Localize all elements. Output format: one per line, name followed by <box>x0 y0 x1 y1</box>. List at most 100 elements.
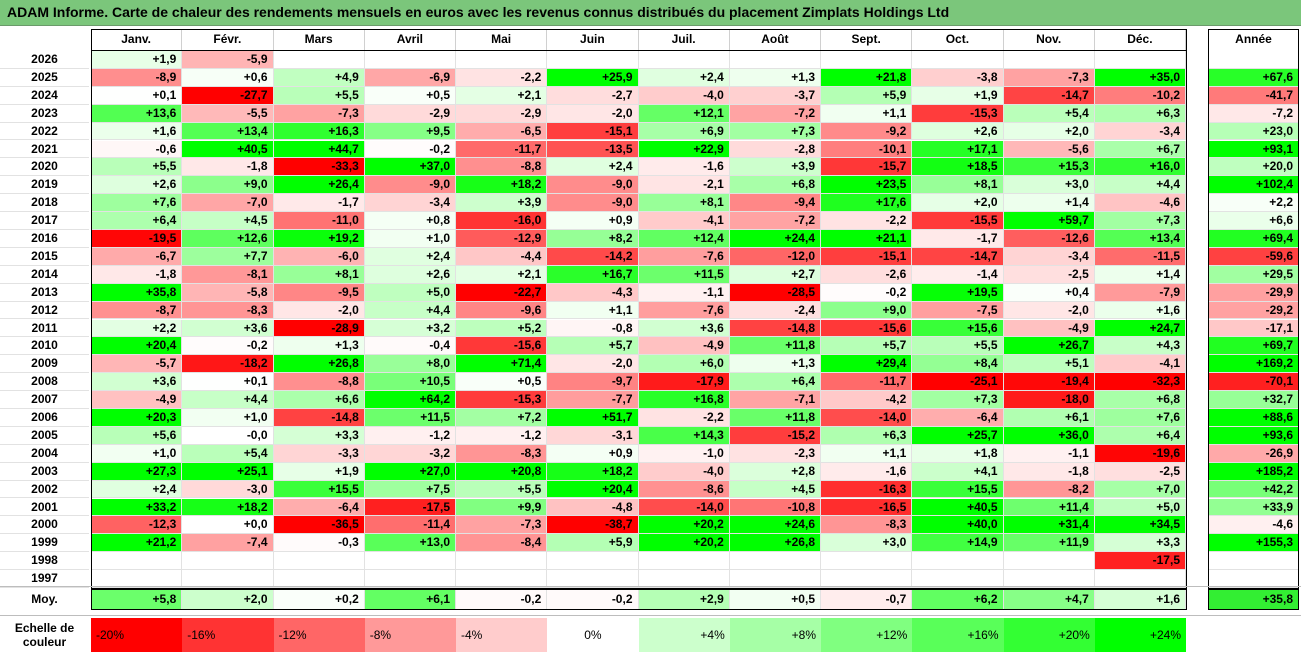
heatmap-cell: -2,0 <box>273 301 365 320</box>
annual-cell: -4,6 <box>1208 516 1299 535</box>
heatmap-cell: +20,8 <box>456 462 548 481</box>
heatmap-cell: +13,6 <box>91 104 183 123</box>
heatmap-cell: +7,7 <box>182 247 274 266</box>
column-header: Juin <box>547 29 639 50</box>
heatmap-cell: -8,8 <box>456 158 548 177</box>
heatmap-cell <box>273 51 365 69</box>
heatmap-cell <box>456 552 548 571</box>
header-separator <box>91 50 1186 51</box>
annual-cell: -26,9 <box>1208 444 1299 463</box>
column-header: Mai <box>456 29 548 50</box>
heatmap-cell: +4,3 <box>1094 337 1186 356</box>
heatmap-cell: +2,6 <box>91 176 183 195</box>
heatmap-cell: +8,4 <box>912 355 1004 374</box>
heatmap-cell: +20,4 <box>547 480 639 499</box>
heatmap-cell: -7,1 <box>729 391 821 409</box>
year-label: 2018 <box>0 194 89 213</box>
heatmap-cell: -10,2 <box>1094 86 1186 105</box>
heatmap-cell <box>821 570 913 588</box>
heatmap-cell: +1,4 <box>1003 194 1095 213</box>
heatmap-cell: -3,1 <box>547 426 639 445</box>
heatmap-cell: -13,5 <box>547 140 639 159</box>
heatmap-cell <box>547 570 639 588</box>
heatmap-cell: -8,6 <box>638 480 730 499</box>
heatmap-cell: -6,4 <box>273 498 365 517</box>
heatmap-cell: -33,3 <box>273 158 365 177</box>
heatmap-cell: +64,2 <box>364 391 456 409</box>
heatmap-cell: +5,0 <box>364 283 456 302</box>
heatmap-cell: +6,8 <box>729 176 821 195</box>
heatmap-cell <box>1003 570 1095 588</box>
heatmap-cell <box>912 570 1004 588</box>
heatmap-cell <box>182 570 274 588</box>
heatmap-cell: +3,0 <box>1003 176 1095 195</box>
average-cell: +0,2 <box>273 589 365 610</box>
heatmap-cell: -9,0 <box>364 176 456 195</box>
heatmap-cell: +3,3 <box>1094 534 1186 553</box>
heatmap-cell: +8,1 <box>273 265 365 284</box>
heatmap-cell: +18,5 <box>912 158 1004 177</box>
heatmap-cell: +6,9 <box>638 122 730 141</box>
heatmap-cell: +35,0 <box>1094 68 1186 87</box>
annual-cell: +33,9 <box>1208 498 1299 517</box>
heatmap-cell: +34,5 <box>1094 516 1186 535</box>
average-separator <box>0 586 1301 587</box>
year-label: 2010 <box>0 337 89 356</box>
heatmap-cell: -19,6 <box>1094 444 1186 463</box>
heatmap-cell: +3,6 <box>91 373 183 392</box>
column-header: Juil. <box>639 29 730 50</box>
heatmap-cell: +5,7 <box>821 337 913 356</box>
column-header: Oct. <box>912 29 1004 50</box>
heatmap-cell: -7,2 <box>729 104 821 123</box>
heatmap-cell: +5,0 <box>1094 498 1186 517</box>
legend-separator <box>0 615 1301 616</box>
heatmap-cell: +1,0 <box>182 409 274 427</box>
heatmap-cell: -0,2 <box>182 337 274 356</box>
heatmap-cell: +6,3 <box>1094 104 1186 123</box>
heatmap-cell: +1,1 <box>821 104 913 123</box>
heatmap-cell: -9,6 <box>456 301 548 320</box>
heatmap-cell <box>638 51 730 69</box>
heatmap-cell <box>821 51 913 69</box>
heatmap-cell: -8,1 <box>182 265 274 284</box>
heatmap-cell: +12,1 <box>638 104 730 123</box>
heatmap-cell: +20,4 <box>91 337 183 356</box>
annual-cell: +32,7 <box>1208 391 1299 409</box>
heatmap-cell: +1,9 <box>91 51 183 69</box>
annual-cell: +155,3 <box>1208 534 1299 553</box>
heatmap-cell: +2,4 <box>547 158 639 177</box>
heatmap-cell: -3,2 <box>364 444 456 463</box>
heatmap-cell: -7,3 <box>273 104 365 123</box>
heatmap-cell: +2,6 <box>364 265 456 284</box>
heatmap-cell: +37,0 <box>364 158 456 177</box>
heatmap-cell: +16,0 <box>1094 158 1186 177</box>
heatmap-cell: +14,3 <box>638 426 730 445</box>
heatmap-cell: +7,3 <box>912 391 1004 409</box>
heatmap-cell: +59,7 <box>1003 212 1095 230</box>
heatmap-cell: +20,3 <box>91 409 183 427</box>
heatmap-cell: -2,2 <box>638 409 730 427</box>
heatmap-cell: +5,5 <box>456 480 548 499</box>
heatmap-cell: +6,4 <box>1094 426 1186 445</box>
heatmap-cell: -0,4 <box>364 337 456 356</box>
year-label: 2023 <box>0 105 89 123</box>
heatmap-cell: +27,0 <box>364 462 456 481</box>
heatmap-cell: -7,0 <box>182 194 274 213</box>
year-label: 2004 <box>0 445 89 463</box>
heatmap-cell: +6,0 <box>638 355 730 374</box>
heatmap-cell: +1,3 <box>729 68 821 87</box>
heatmap-cell: +9,0 <box>821 301 913 320</box>
heatmap-cell: +13,4 <box>182 122 274 141</box>
heatmap-cell: +4,4 <box>364 301 456 320</box>
heatmap-cell: +25,9 <box>547 68 639 87</box>
heatmap-cell: -10,8 <box>729 498 821 517</box>
heatmap-cell: +40,5 <box>912 498 1004 517</box>
heatmap-cell: +5,9 <box>821 86 913 105</box>
year-label: 2003 <box>0 463 89 481</box>
average-label: Moy. <box>31 592 58 606</box>
legend-swatch: +12% <box>821 618 913 652</box>
heatmap-cell: +7,6 <box>91 194 183 213</box>
heatmap-cell: +2,0 <box>912 194 1004 213</box>
heatmap-cell: -7,9 <box>1094 283 1186 302</box>
heatmap-cell: -2,0 <box>547 104 639 123</box>
